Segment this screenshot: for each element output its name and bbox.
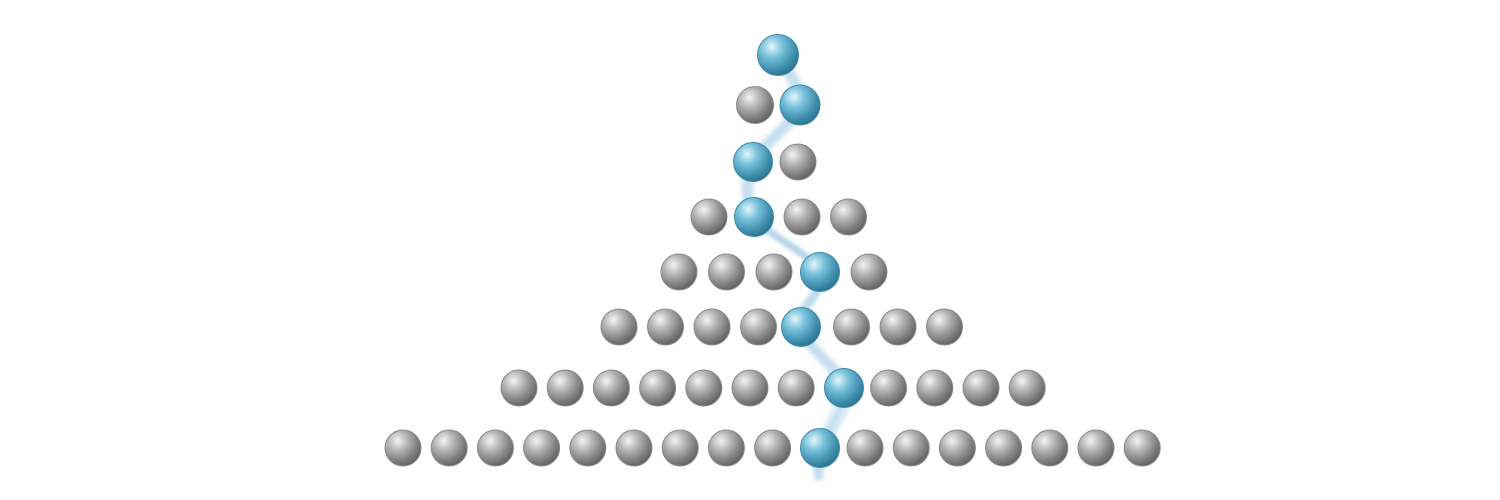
sphere (1077, 429, 1115, 467)
sphere (777, 369, 815, 407)
sphere (707, 429, 745, 467)
sphere (1008, 369, 1046, 407)
sphere-row (384, 428, 1161, 468)
sphere (830, 198, 867, 236)
sphere-row (690, 197, 867, 237)
sphere (754, 429, 792, 467)
sphere (523, 429, 561, 467)
sphere (850, 253, 888, 291)
sphere (685, 369, 723, 407)
sphere (731, 369, 769, 407)
highlighted-sphere (733, 142, 773, 182)
sphere (693, 308, 731, 346)
sphere-row (500, 368, 1046, 408)
sphere (740, 308, 777, 346)
sphere (569, 429, 607, 467)
highlighted-sphere (800, 252, 840, 292)
sphere-row (733, 142, 817, 182)
sphere (833, 308, 870, 346)
highlighted-sphere (781, 307, 821, 347)
sphere (1031, 429, 1069, 467)
highlighted-sphere (779, 84, 821, 126)
sphere-row (736, 84, 821, 126)
sphere (690, 198, 728, 236)
sphere (926, 308, 963, 346)
sphere (500, 369, 538, 407)
sphere (708, 253, 745, 291)
sphere-row (600, 307, 963, 347)
sphere (546, 369, 584, 407)
sphere (661, 429, 699, 467)
sphere (755, 253, 793, 291)
highlighted-sphere (800, 428, 840, 468)
sphere (779, 143, 817, 181)
highlighted-sphere (757, 34, 799, 76)
sphere (615, 429, 653, 467)
sphere (736, 86, 774, 124)
sphere (879, 308, 917, 346)
sphere (639, 369, 677, 407)
sphere (592, 369, 630, 407)
sphere-row (757, 34, 799, 76)
highlighted-sphere (824, 368, 864, 408)
sphere (430, 429, 468, 467)
sphere (647, 308, 684, 346)
highlighted-sphere (734, 197, 774, 237)
sphere (916, 369, 954, 407)
sphere-row (660, 252, 888, 292)
sphere (870, 369, 908, 407)
sphere (846, 429, 884, 467)
sphere (476, 429, 514, 467)
sphere-rows (384, 34, 1161, 468)
sphere (600, 308, 638, 346)
sphere (892, 429, 930, 467)
sphere (985, 429, 1023, 467)
sphere (938, 429, 976, 467)
sphere (1123, 429, 1161, 467)
sphere (783, 198, 821, 236)
sphere (660, 253, 698, 291)
sphere (962, 369, 1000, 407)
sphere (384, 429, 422, 467)
